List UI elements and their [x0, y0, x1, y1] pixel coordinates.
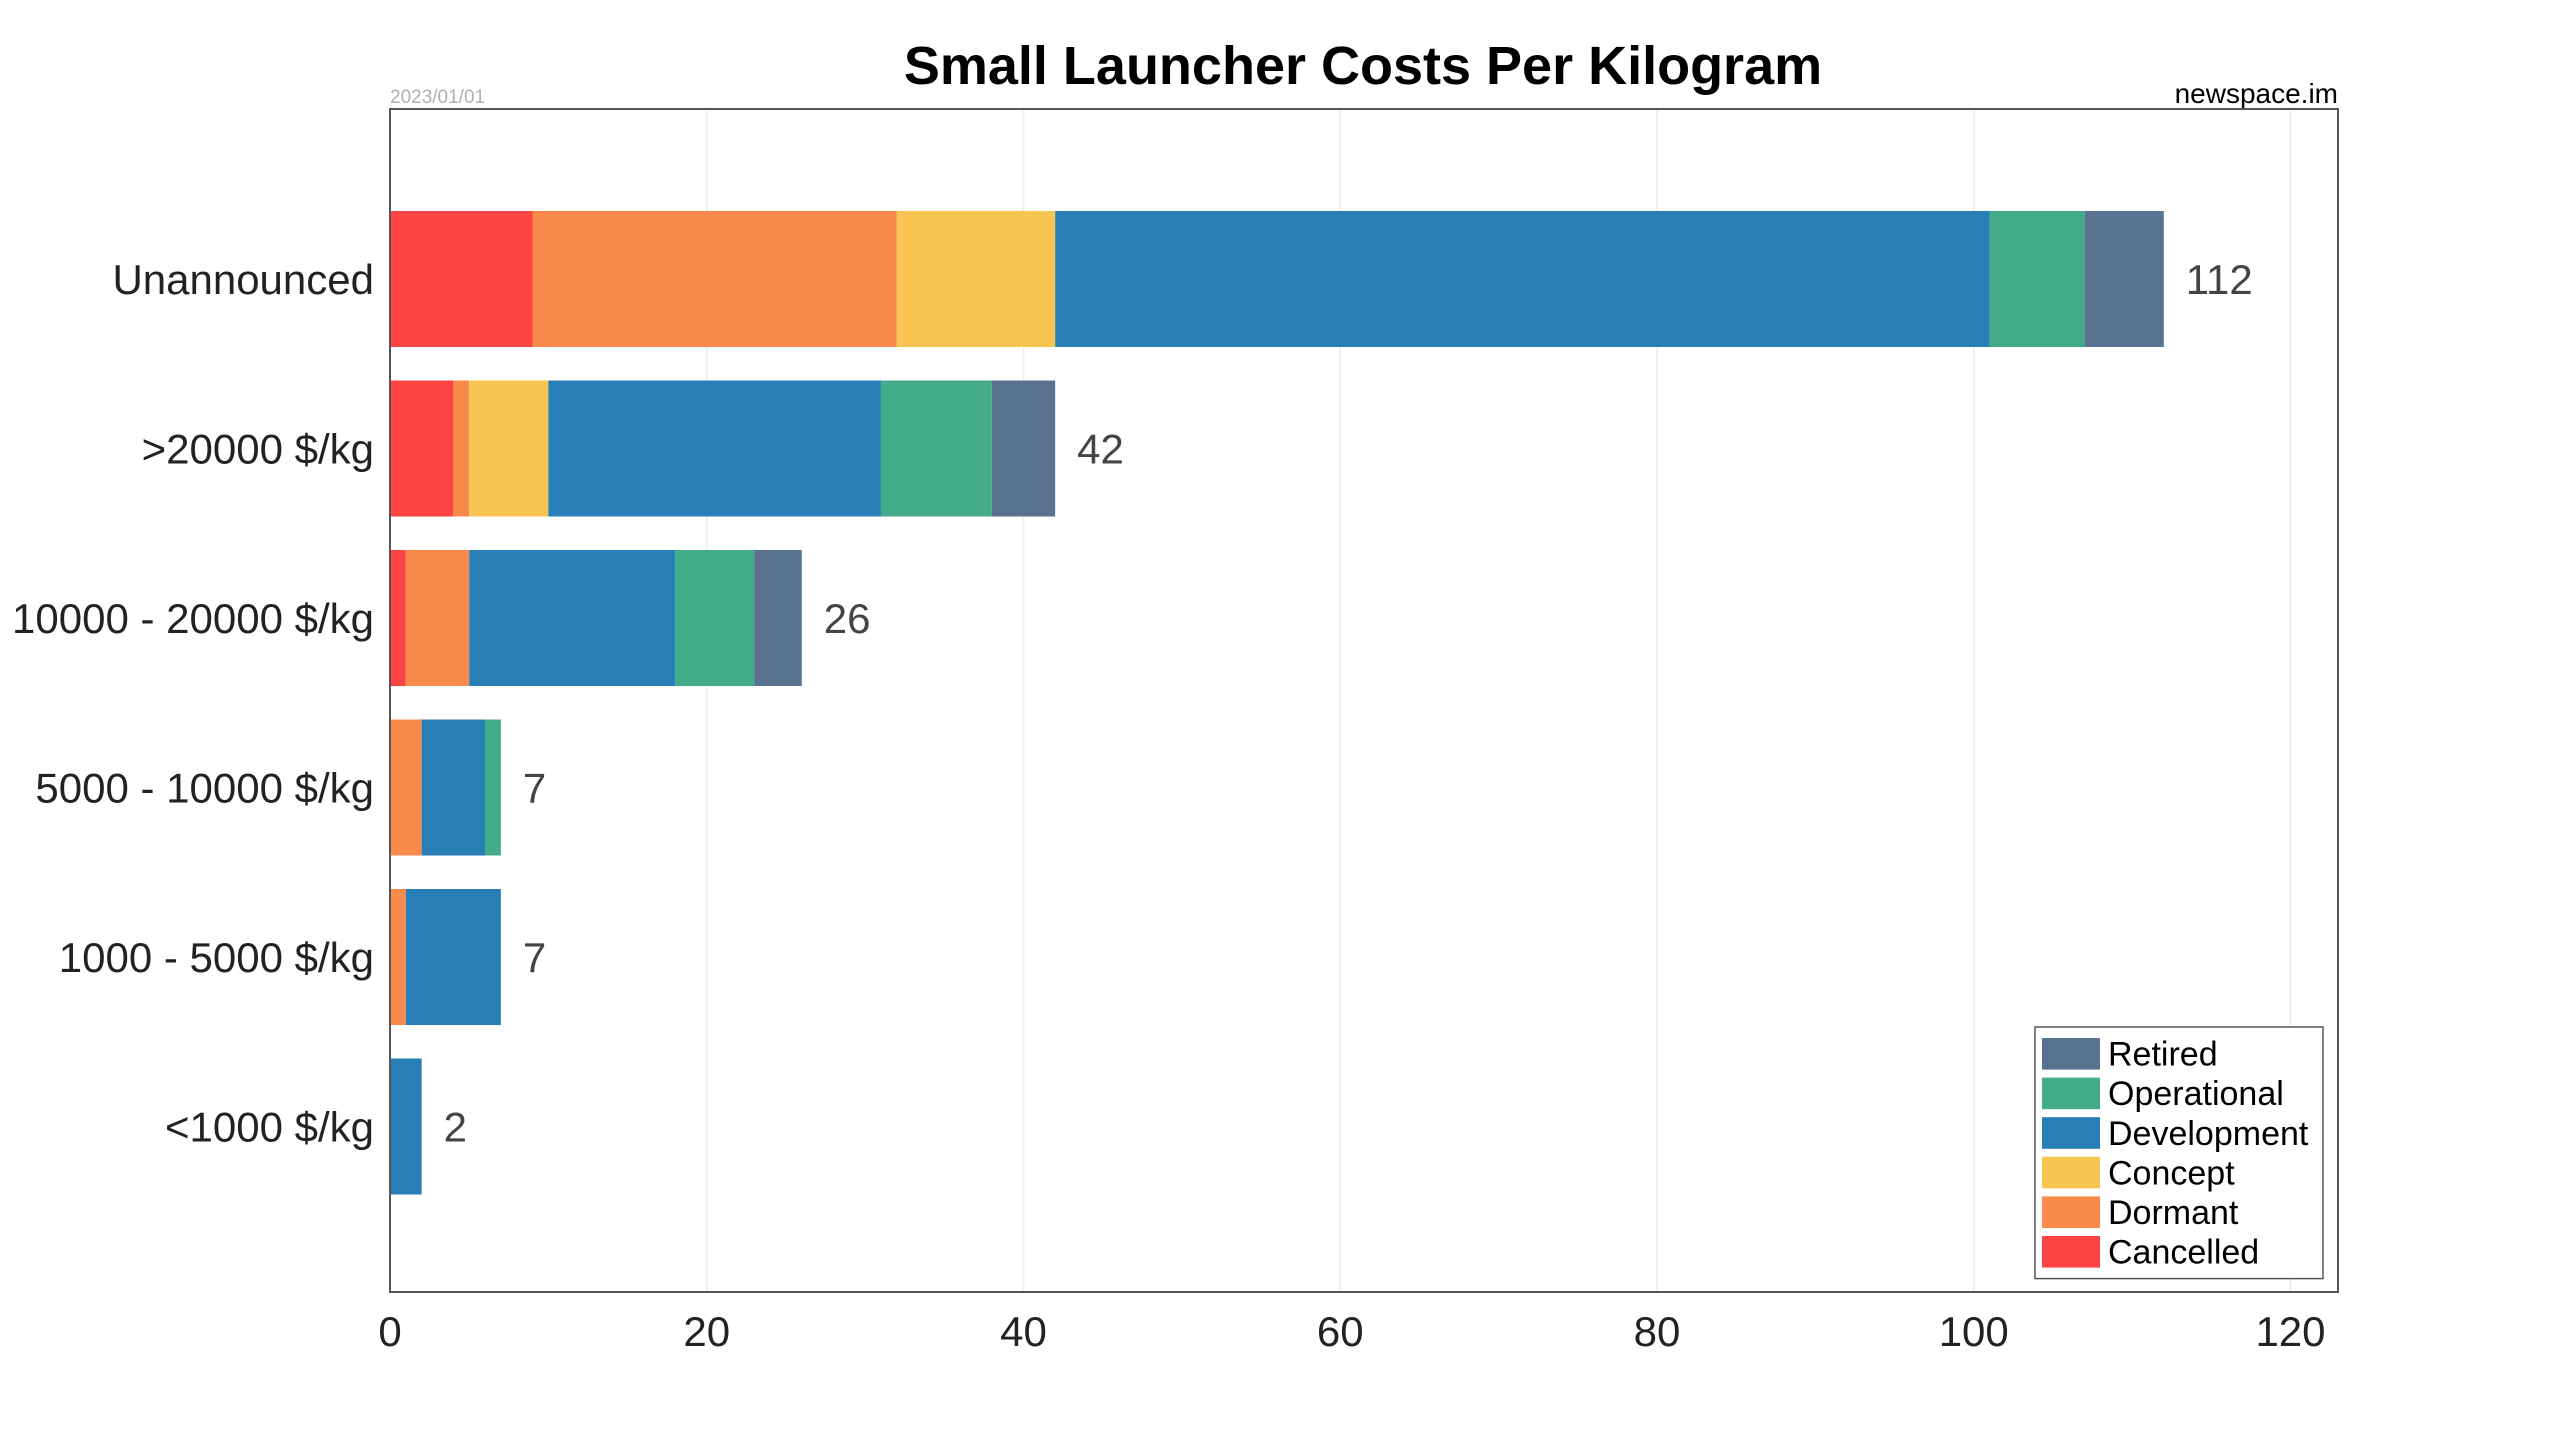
legend-swatch — [2042, 1156, 2100, 1189]
bar-segment-development — [405, 889, 501, 1025]
legend-swatch — [2042, 1117, 2100, 1149]
category-label: 10000 - 20000 $/kg — [12, 595, 374, 642]
bar-segment-operational — [675, 550, 755, 686]
category-label: >20000 $/kg — [142, 426, 374, 473]
legend-label: Development — [2108, 1115, 2309, 1153]
bar-segment-retired — [2084, 211, 2164, 347]
bar-segment-development — [390, 1058, 422, 1195]
bar-segment-retired — [754, 550, 802, 686]
bar-segment-operational — [1989, 211, 2085, 347]
legend-swatch — [2042, 1038, 2100, 1070]
bar-segment-dormant — [532, 211, 897, 347]
legend-label: Retired — [2108, 1036, 2218, 1074]
bar-segment-retired — [991, 380, 1056, 517]
bar-segment-operational — [485, 719, 501, 856]
labels: 0 20 40 60 80 100 120 Unannounced 112 >20000 $/kg… — [12, 256, 2325, 1355]
bar-segment-dormant — [453, 380, 470, 517]
legend-swatch — [2042, 1196, 2100, 1228]
bar-segment-dormant — [390, 889, 406, 1025]
x-tick-label: 40 — [1000, 1308, 1047, 1355]
source-label: newspace.im — [2175, 78, 2338, 109]
category-label: 1000 - 5000 $/kg — [59, 934, 374, 981]
bars — [390, 211, 2164, 1195]
category-label: 5000 - 10000 $/kg — [35, 765, 374, 812]
total-label: 112 — [2186, 256, 2253, 303]
date-label: 2023/01/01 — [390, 87, 485, 108]
x-tick-label: 20 — [683, 1308, 730, 1355]
plot-frame — [389, 108, 2339, 1293]
bar-segment-concept — [896, 211, 1056, 347]
x-tick-label: 0 — [378, 1308, 401, 1355]
x-tick-label: 80 — [1634, 1308, 1681, 1355]
bar-segment-development — [469, 550, 676, 686]
legend-swatch — [2042, 1077, 2100, 1110]
bar-segment-concept — [469, 380, 549, 517]
total-label: 26 — [824, 595, 871, 642]
x-tick-label: 100 — [1939, 1308, 2009, 1355]
total-label: 7 — [523, 934, 546, 981]
chart-title: Small Launcher Costs Per Kilogram — [904, 36, 1822, 96]
legend-label: Cancelled — [2108, 1234, 2259, 1272]
legend: RetiredOperationalDevelopmentConceptDorm… — [2034, 1026, 2324, 1280]
legend-swatch — [2042, 1236, 2100, 1268]
category-label: Unannounced — [112, 256, 374, 303]
bar-segment-cancelled — [390, 211, 533, 347]
bar-segment-development — [1055, 211, 1990, 347]
bar-segment-cancelled — [390, 380, 454, 517]
bar-segment-development — [421, 719, 486, 856]
legend-label: Dormant — [2108, 1194, 2239, 1232]
total-label: 2 — [444, 1104, 467, 1151]
legend-label: Concept — [2108, 1154, 2235, 1192]
bar-segment-operational — [880, 380, 992, 517]
bar-segment-development — [548, 380, 881, 517]
total-label: 7 — [523, 765, 546, 812]
x-tick-label: 120 — [2255, 1308, 2325, 1355]
category-label: <1000 $/kg — [165, 1104, 374, 1151]
bar-segment-dormant — [390, 719, 422, 856]
bar-segment-dormant — [405, 550, 470, 686]
legend-label: Operational — [2108, 1075, 2284, 1113]
bar-segment-cancelled — [390, 550, 406, 686]
total-label: 42 — [1077, 426, 1124, 473]
x-tick-label: 60 — [1317, 1308, 1364, 1355]
